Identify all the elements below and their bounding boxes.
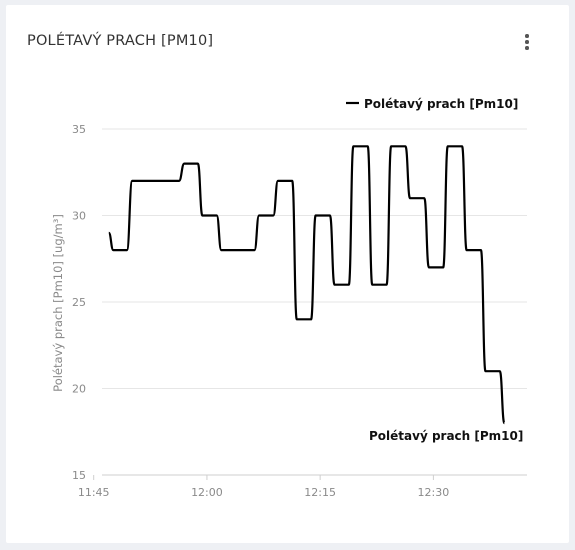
grid-lines <box>102 128 527 476</box>
x-tick-label: 12:30 <box>418 486 450 499</box>
y-tick-label: 30 <box>72 210 86 223</box>
series-end-label: Polétavý prach [Pm10] <box>369 429 523 443</box>
y-tick-label: 20 <box>72 383 86 396</box>
series-line-pm10 <box>107 145 506 425</box>
card-title: POLÉTAVÝ PRACH [PM10] <box>27 33 214 49</box>
legend[interactable]: Polétavý prach [Pm10] <box>346 97 518 111</box>
y-tick-label: 35 <box>72 123 86 136</box>
y-axis-ticks: 15 20 25 30 35 <box>72 123 86 482</box>
x-tick-label: 11:45 <box>78 486 110 499</box>
kebab-menu-icon[interactable] <box>522 34 532 52</box>
chart-card <box>6 5 569 543</box>
x-axis: 11:45 12:00 12:15 12:30 <box>78 475 449 499</box>
legend-label[interactable]: Polétavý prach [Pm10] <box>364 97 518 111</box>
x-tick-label: 12:00 <box>191 486 223 499</box>
y-tick-label: 15 <box>72 469 86 482</box>
x-tick-label: 12:15 <box>304 486 336 499</box>
y-tick-label: 25 <box>72 296 86 309</box>
y-axis-label: Polétavý prach [Pm10] [ug/m³] <box>51 214 65 392</box>
